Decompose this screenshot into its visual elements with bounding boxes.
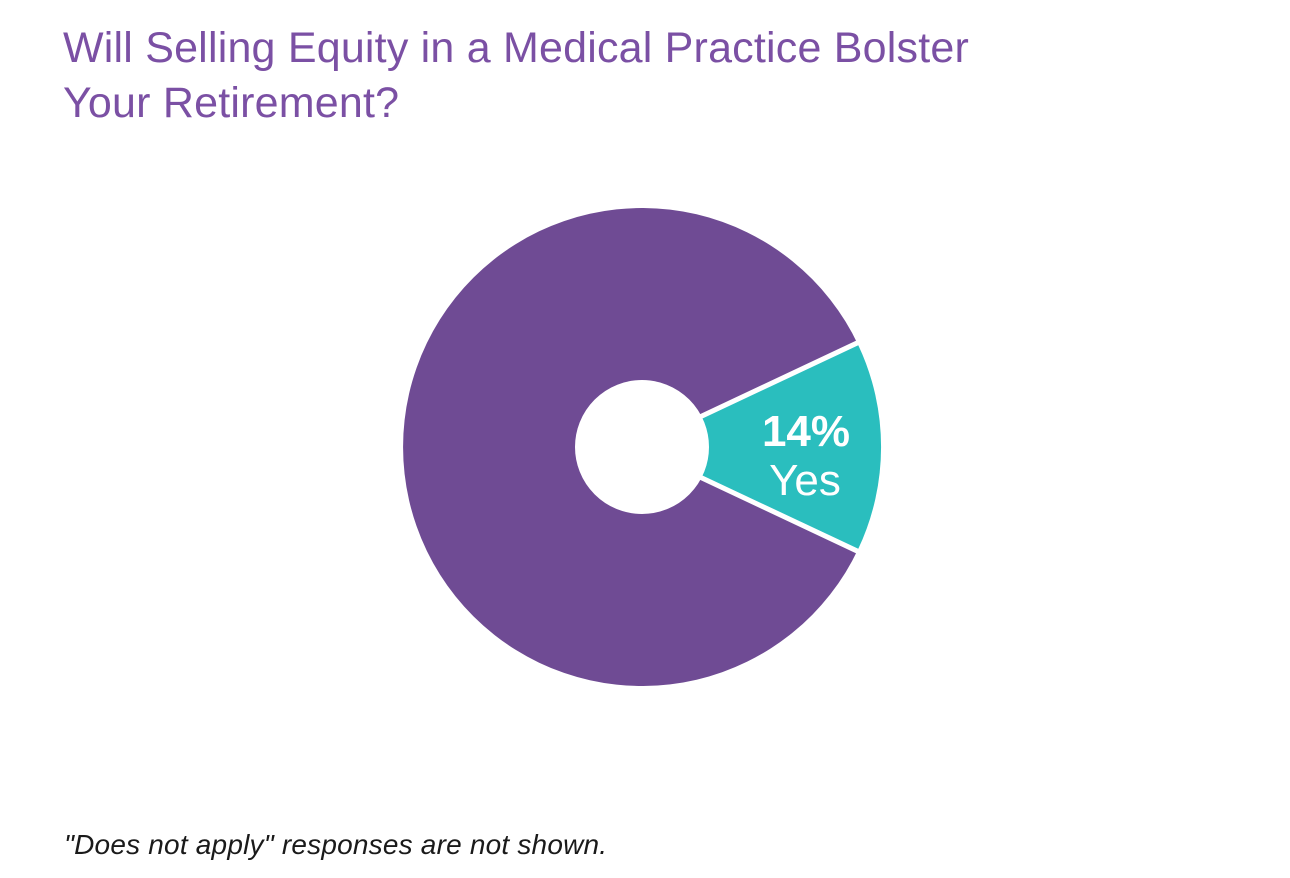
donut-slice-yes <box>637 340 886 554</box>
donut-hole <box>575 380 709 514</box>
slice-percent-label: 14% <box>762 407 850 456</box>
chart-footnote: "Does not apply" responses are not shown… <box>64 829 608 860</box>
chart-title-line-2: Your Retirement? <box>63 79 400 127</box>
slice-name-label: Yes <box>769 456 841 505</box>
chart-title-line-1: Will Selling Equity in a Medical Practic… <box>63 24 969 72</box>
chart-title: Will Selling Equity in a Medical Practic… <box>63 21 969 131</box>
